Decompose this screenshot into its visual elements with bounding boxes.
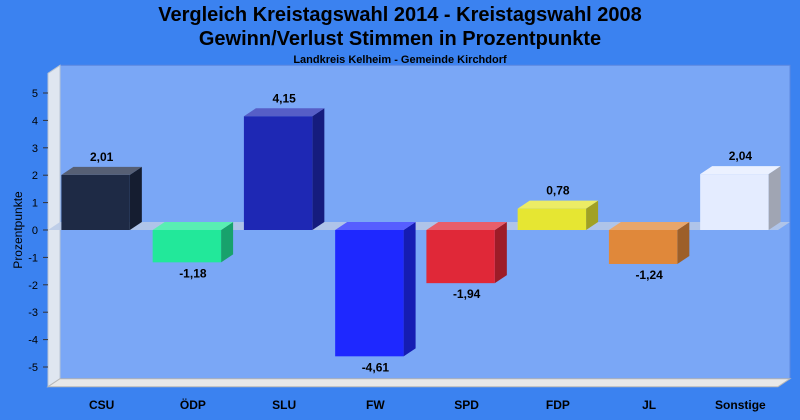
bar-front [335,230,404,357]
bar-front [152,230,222,263]
bar-side [129,166,142,230]
bar-top [243,108,325,117]
y-tick-label: 2 [32,170,38,182]
bar-side [586,200,599,230]
bar-side [494,222,507,284]
bar-top [152,222,234,230]
y-axis: 5 4 3 2 1 0 -1 -2 -3 -4 -5 [28,88,48,374]
bars: 2,01 -1,18 4,15 -4,61 -1,94 0,78 -1,24 2,04 [61,91,781,374]
bar-top [61,166,142,175]
x-axis: CSU ÖDP SLU FW SPD FDP JL Sonstige [89,397,766,412]
x-tick-label: SPD [454,398,479,412]
zero-plane [48,222,790,230]
y-tick-label: 3 [32,143,38,155]
x-tick-label: SLU [272,398,296,412]
bar-front [608,230,678,264]
chart-title-line2: Gewinn/Verlust Stimmen in Prozentpunkte [198,28,602,50]
y-tick-label: -2 [28,280,38,292]
y-tick-label: -1 [28,252,38,264]
bar-sonstige: 2,04 [700,149,781,230]
data-label: -4,61 [362,360,390,374]
bar-ödp: -1,18 [152,222,234,280]
chart-title: Vergleich Kreistagswahl 2014 - Kreistags… [158,4,642,26]
bar-jl: -1,24 [608,222,690,282]
bar-top [517,200,599,209]
data-label: 2,04 [729,149,753,163]
bar-side [403,222,416,357]
data-label: -1,94 [453,287,481,301]
data-label: -1,24 [635,268,663,282]
x-tick-label: FW [366,398,385,412]
y-tick-label: 0 [32,225,38,237]
y-tick-label: -5 [28,362,38,374]
y-tick-label: -3 [28,307,38,319]
bar-side [312,108,325,230]
bar-top [700,166,781,175]
y-tick-label: 4 [32,115,38,127]
y-tick-label: 5 [32,88,38,100]
bar-top [426,222,507,230]
bar-fdp: 0,78 [517,184,599,230]
bar-front [243,116,313,230]
bar-front [426,230,495,284]
data-label: 4,15 [272,91,296,105]
bar-front [700,174,769,230]
plot-floor [46,378,792,388]
chart-subtitle: Landkreis Kelheim - Gemeinde Kirchdorf [293,54,507,66]
data-label: 0,78 [546,184,570,198]
data-label: 2,01 [90,150,114,164]
x-tick-label: CSU [89,398,114,412]
bar-csu: 2,01 [61,150,142,230]
bar-spd: -1,94 [426,222,507,301]
bar-slu: 4,15 [243,91,325,230]
x-tick-label: ÖDP [180,397,206,412]
y-tick-label: 1 [32,198,38,210]
bar-top [335,222,416,230]
x-tick-label: FDP [546,398,570,412]
x-tick-label: JL [642,398,656,412]
bar-side [677,222,690,264]
bar-fw: -4,61 [335,222,416,374]
bar-top [608,222,690,230]
y-axis-label: Prozentpunkte [11,191,25,269]
bar-side [768,166,781,230]
bar-front [61,174,130,230]
bar-side [221,222,234,263]
bar-front [517,208,587,230]
x-tick-label: Sonstige [715,398,766,412]
y-tick-label: -4 [28,335,38,347]
data-label: -1,18 [179,266,207,280]
